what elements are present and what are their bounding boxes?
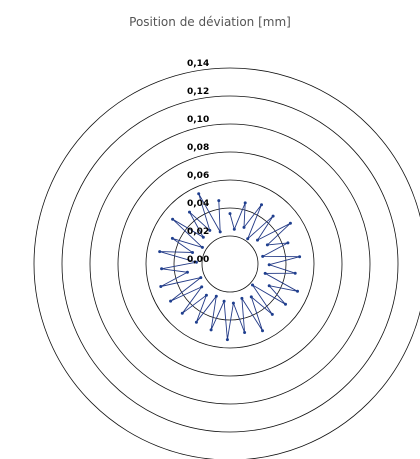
data-point-7 — [256, 238, 259, 242]
data-point-24 — [243, 331, 247, 334]
ring-label-7: 0,00 — [187, 255, 209, 265]
data-point-1 — [232, 227, 236, 231]
data-point-18 — [284, 302, 287, 306]
data-point-3 — [242, 225, 246, 229]
data-point-19 — [251, 283, 254, 287]
data-point-48 — [197, 192, 201, 196]
data-point-28 — [209, 328, 213, 332]
grid-ring-4 — [145, 179, 315, 349]
data-point-22 — [261, 329, 264, 333]
series-line — [159, 193, 300, 340]
data-point-31 — [204, 293, 208, 297]
data-point-14 — [293, 271, 297, 275]
data-point-29 — [214, 294, 218, 298]
data-point-13 — [267, 263, 271, 267]
data-point-26 — [225, 338, 229, 342]
ring-label-5: 0,04 — [187, 199, 209, 209]
data-point-20 — [270, 312, 274, 316]
data-point-47 — [208, 228, 212, 232]
ring-label-3: 0,08 — [187, 143, 209, 153]
grid-ring-0 — [33, 67, 420, 459]
grid-ring-2 — [89, 123, 371, 405]
ring-label-0: 0,14 — [187, 59, 209, 69]
data-point-45 — [201, 235, 205, 239]
data-point-10 — [286, 241, 290, 245]
grid-ring-5 — [173, 207, 287, 321]
data-point-30 — [194, 320, 198, 324]
ring-label-6: 0,02 — [187, 227, 209, 237]
data-point-43 — [200, 245, 204, 249]
ring-label-4: 0,06 — [187, 171, 209, 181]
grid-rings — [33, 67, 420, 459]
data-point-2 — [243, 201, 247, 205]
grid-ring-6 — [201, 235, 259, 293]
data-point-12 — [298, 255, 302, 259]
data-point-41 — [191, 251, 194, 254]
data-point-11 — [261, 254, 265, 258]
ring-label-1: 0,12 — [187, 87, 209, 97]
data-point-44 — [171, 217, 175, 221]
data-point-25 — [231, 301, 235, 305]
data-point-6 — [271, 214, 275, 218]
ring-labels: 0,14 0,12 0,10 0,08 0,06 0,04 0,02 0,00 — [187, 59, 209, 265]
chart-title: Position de déviation [mm] — [129, 15, 291, 29]
data-point-27 — [222, 299, 226, 303]
data-point-4 — [260, 203, 263, 207]
grid-ring-3 — [117, 151, 343, 377]
data-point-40 — [158, 250, 162, 254]
data-point-39 — [194, 260, 198, 264]
ring-label-2: 0,10 — [187, 115, 209, 125]
data-point-21 — [249, 295, 253, 299]
data-series — [158, 192, 302, 342]
data-point-50 — [217, 199, 221, 203]
data-point-37 — [185, 270, 189, 274]
data-point-15 — [263, 271, 267, 275]
data-point-23 — [240, 296, 244, 300]
data-point-17 — [267, 284, 271, 288]
data-point-32 — [180, 311, 184, 315]
data-point-35 — [199, 276, 203, 280]
data-point-46 — [188, 210, 191, 214]
data-point-38 — [160, 267, 164, 271]
data-point-33 — [200, 285, 204, 289]
data-point-9 — [265, 243, 269, 247]
data-point-36 — [159, 285, 163, 288]
grid-ring-1 — [61, 95, 399, 433]
data-point-34 — [169, 299, 173, 303]
data-point-16 — [296, 289, 299, 293]
data-point-5 — [246, 237, 250, 241]
data-point-0 — [228, 212, 232, 216]
data-point-42 — [170, 236, 174, 240]
data-point-49 — [218, 230, 222, 234]
data-point-8 — [288, 221, 292, 225]
